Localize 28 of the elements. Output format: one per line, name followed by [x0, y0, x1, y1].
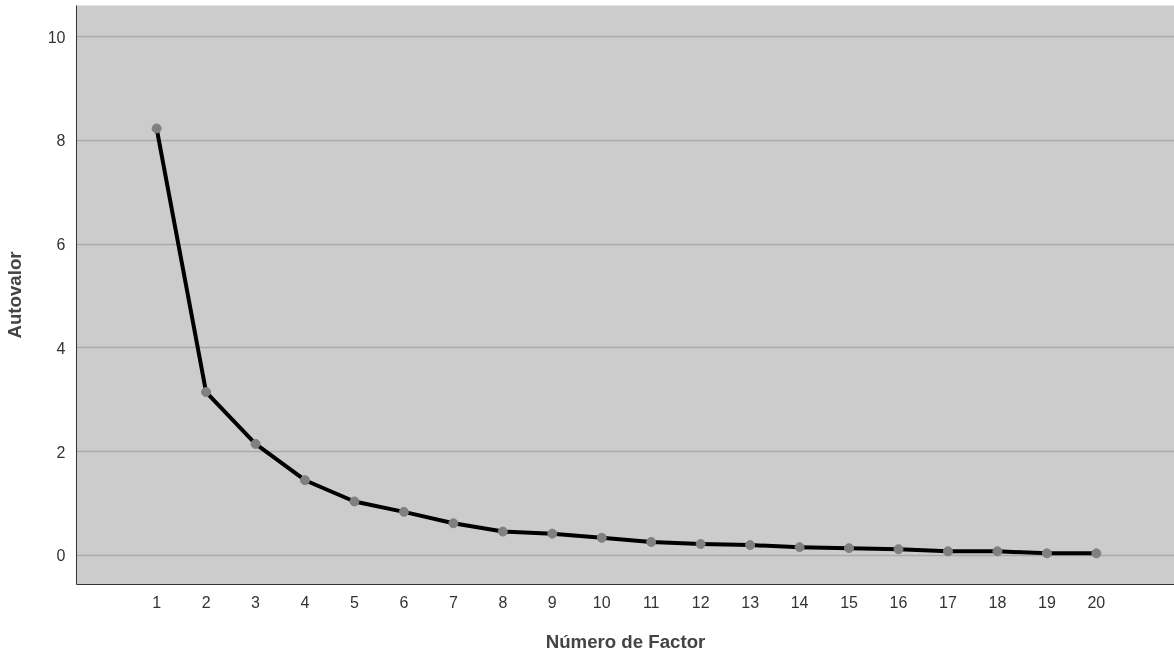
- x-tick-label: 14: [790, 593, 809, 611]
- x-tick-label: 16: [889, 593, 908, 611]
- x-tick-label: 1: [152, 593, 162, 611]
- x-tick-label: 3: [251, 593, 261, 611]
- y-tick-label: 0: [56, 547, 66, 565]
- x-tick-label: 8: [498, 593, 508, 611]
- x-tick-label: 12: [691, 593, 710, 611]
- y-tick-label: 4: [56, 339, 66, 357]
- x-tick-label: 19: [1038, 593, 1056, 611]
- x-tick-label: 9: [547, 593, 557, 611]
- y-tick-label: 6: [56, 236, 66, 254]
- x-tick-label: 11: [642, 593, 660, 611]
- y-tick-label: 10: [47, 28, 66, 46]
- x-tick-label: 17: [939, 593, 957, 611]
- x-tick-label: 6: [399, 593, 409, 611]
- y-axis-title: Autovalor: [3, 251, 25, 339]
- y-tick-label: 8: [56, 132, 66, 150]
- x-axis-title: Número de Factor: [545, 630, 706, 652]
- x-tick-label: 20: [1087, 593, 1106, 611]
- x-tick-label: 13: [741, 593, 760, 611]
- x-tick-label: 5: [350, 593, 360, 611]
- x-tick-label: 4: [300, 593, 310, 611]
- x-tick-label: 2: [201, 593, 211, 611]
- y-tick-label: 2: [56, 443, 66, 461]
- x-tick-label: 15: [840, 593, 859, 611]
- x-tick-label: 10: [592, 593, 611, 611]
- x-tick-label: 7: [448, 593, 458, 611]
- x-tick-label: 18: [988, 593, 1007, 611]
